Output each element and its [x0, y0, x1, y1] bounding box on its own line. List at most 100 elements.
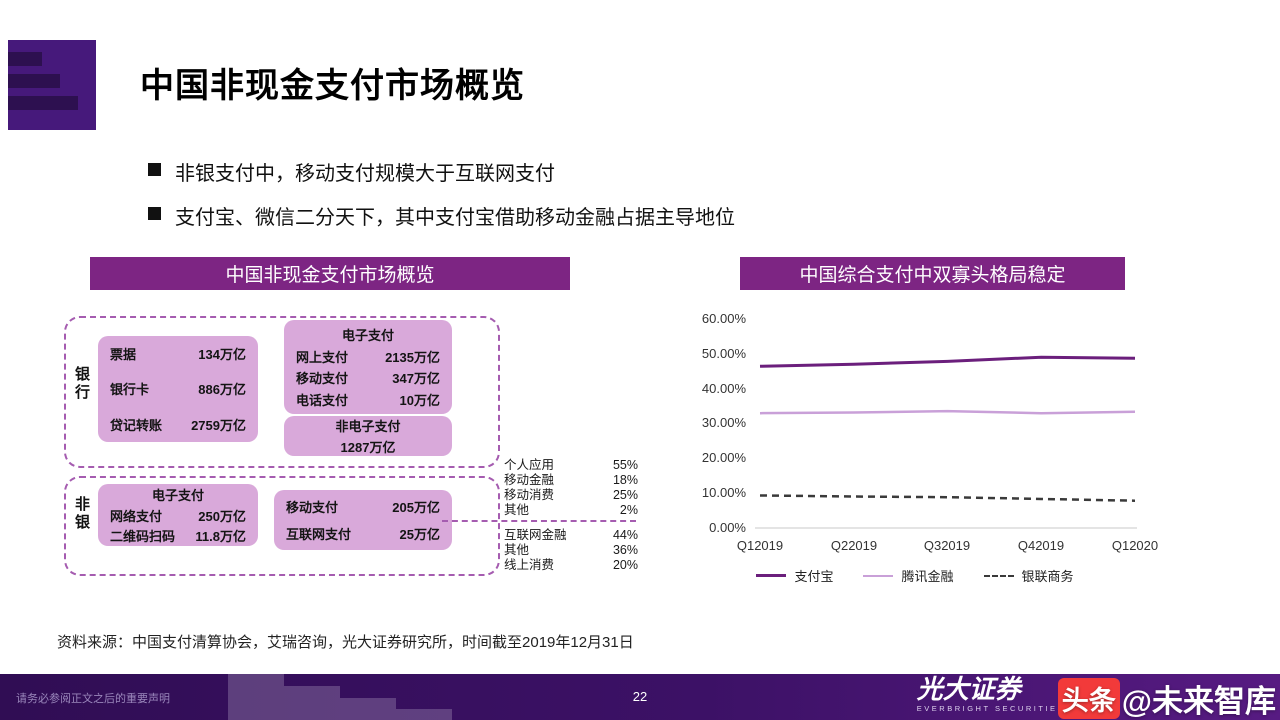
- breakdown-list-bottom: 互联网金融 44% 其他 36% 线上消费 20%: [504, 528, 638, 573]
- item-label: 银行卡: [110, 382, 150, 398]
- market-share-chart: 60.00% 50.00% 40.00% 30.00% 20.00% 10.00…: [690, 300, 1158, 592]
- decoration-bar: [8, 96, 78, 110]
- bullet-text: 支付宝、微信二分天下，其中支付宝借助移动金融占据主导地位: [175, 207, 735, 229]
- item-value: 2%: [619, 503, 638, 517]
- y-tick: 0.00%: [709, 519, 746, 535]
- item-value: 886万亿: [198, 382, 246, 398]
- brand-logo: 光大证券 EVERBRIGHT SECURITIES: [917, 677, 1065, 713]
- nonbank-group-box: [64, 476, 500, 576]
- legend-label: 支付宝: [794, 569, 834, 584]
- bullet-square-icon: [148, 163, 161, 176]
- bullet-square-icon: [148, 207, 161, 220]
- diagram-row: 移动支付 205万亿: [274, 497, 452, 516]
- bank-non-epay-box: 非电子支付 1287万亿: [284, 416, 452, 456]
- footer-disclaimer: 请务必参阅正文之后的重要声明: [16, 693, 170, 705]
- breakdown-row: 线上消费 20%: [504, 558, 638, 573]
- breakdown-row: 其他 36%: [504, 543, 638, 558]
- item-value: 20%: [612, 558, 638, 572]
- nonbank-group-label: 非银: [73, 496, 90, 532]
- item-value: 2135万亿: [385, 349, 440, 365]
- item-value: 36%: [612, 543, 638, 557]
- footer-decoration: [284, 686, 340, 720]
- y-tick: 30.00%: [701, 415, 746, 431]
- item-label: 线上消费: [504, 558, 555, 572]
- item-value: 134万亿: [198, 347, 246, 363]
- source-note: 资料来源：中国支付清算协会，艾瑞咨询，光大证券研究所，时间截至2019年12月3…: [57, 634, 634, 651]
- item-value: 44%: [612, 528, 638, 542]
- item-value: 1287万亿: [340, 440, 396, 455]
- diagram-row: 银行卡 886万亿: [98, 379, 258, 398]
- x-tick: Q32019: [923, 538, 971, 553]
- diagram-row: 二维码扫码 11.8万亿: [98, 526, 258, 545]
- footer-decoration: [228, 674, 284, 720]
- legend-item: 银联商务: [983, 566, 1074, 585]
- box-title: 电子支付: [341, 327, 394, 343]
- item-value: 205万亿: [392, 500, 440, 516]
- chart-plot-area: [755, 355, 1137, 529]
- page-number: 22: [632, 689, 648, 704]
- item-label: 电话支付: [296, 393, 349, 409]
- x-tick: Q12019: [736, 538, 784, 553]
- item-value: 25万亿: [399, 526, 440, 542]
- brand-name: 光大证券: [916, 675, 1021, 704]
- breakdown-row: 互联网金融 44%: [504, 528, 638, 543]
- legend-label: 银联商务: [1021, 569, 1074, 584]
- legend-swatch: [863, 574, 894, 577]
- item-label: 互联网金融: [504, 528, 567, 542]
- diagram-row: 移动支付 347万亿: [284, 368, 452, 387]
- breakdown-list-top: 个人应用 55% 移动金融 18% 移动消费 25% 其他 2%: [504, 458, 638, 518]
- item-value: 250万亿: [198, 508, 246, 524]
- item-label: 网络支付: [110, 508, 163, 524]
- item-value: 347万亿: [392, 371, 440, 387]
- item-label: 网上支付: [296, 349, 349, 365]
- watermark: 头条 @未来智库: [1057, 676, 1276, 720]
- y-tick: 20.00%: [701, 450, 746, 466]
- legend-swatch: [756, 574, 787, 577]
- right-panel-header: 中国综合支付中双寡头格局稳定: [740, 257, 1125, 290]
- item-value: 2759万亿: [191, 417, 246, 433]
- decoration-bar: [8, 74, 60, 88]
- y-tick: 40.00%: [701, 380, 746, 396]
- nonbank-channels-box: 移动支付 205万亿 互联网支付 25万亿: [274, 490, 452, 550]
- left-panel-header: 中国非现金支付市场概览: [90, 257, 570, 290]
- legend-item: 腾讯金融: [863, 566, 954, 585]
- toutiao-logo: 头条: [1057, 677, 1120, 719]
- item-label: 贷记转账: [110, 417, 163, 433]
- bank-instruments-box: 票据 134万亿 银行卡 886万亿 贷记转账 2759万亿: [98, 336, 258, 442]
- bank-group-box: [64, 316, 500, 468]
- item-value: 10万亿: [399, 393, 440, 409]
- legend-item: 支付宝: [756, 566, 833, 585]
- bullet-item: 支付宝、微信二分天下，其中支付宝借助移动金融占据主导地位: [148, 201, 735, 230]
- y-tick: 50.00%: [701, 345, 746, 361]
- diagram-row: 贷记转账 2759万亿: [98, 415, 258, 434]
- y-tick: 60.00%: [701, 311, 746, 326]
- bank-group-label: 银行: [73, 366, 90, 402]
- footer-decoration: [396, 709, 452, 720]
- item-label: 移动支付: [286, 500, 339, 516]
- y-axis-labels: 60.00% 50.00% 40.00% 30.00% 20.00% 10.00…: [690, 311, 746, 535]
- x-tick: Q22019: [830, 538, 878, 553]
- x-tick: Q12020: [1111, 538, 1159, 553]
- breakdown-row: 移动金融 18%: [504, 473, 638, 488]
- item-value: 25%: [612, 488, 638, 502]
- box-title: 电子支付: [151, 488, 204, 504]
- legend-label: 腾讯金融: [901, 569, 954, 584]
- dashed-connector: [442, 520, 636, 522]
- y-tick: 10.00%: [701, 485, 746, 501]
- item-label: 票据: [110, 347, 137, 363]
- item-label: 其他: [504, 503, 530, 517]
- item-label: 互联网支付: [286, 526, 352, 542]
- item-label: 移动金融: [504, 473, 555, 487]
- item-label: 移动消费: [504, 488, 555, 502]
- box-title: 非电子支付: [335, 419, 401, 434]
- diagram-row: 电话支付 10万亿: [284, 390, 452, 409]
- breakdown-row: 移动消费 25%: [504, 488, 638, 503]
- diagram-row: 互联网支付 25万亿: [274, 524, 452, 543]
- decoration-bar: [8, 52, 42, 66]
- bullet-item: 非银支付中，移动支付规模大于互联网支付: [148, 157, 555, 186]
- diagram-row: 网上支付 2135万亿: [284, 347, 452, 366]
- item-value: 11.8万亿: [195, 528, 246, 544]
- page-title: 中国非现金支付市场概览: [140, 67, 525, 105]
- item-label: 二维码扫码: [110, 528, 176, 544]
